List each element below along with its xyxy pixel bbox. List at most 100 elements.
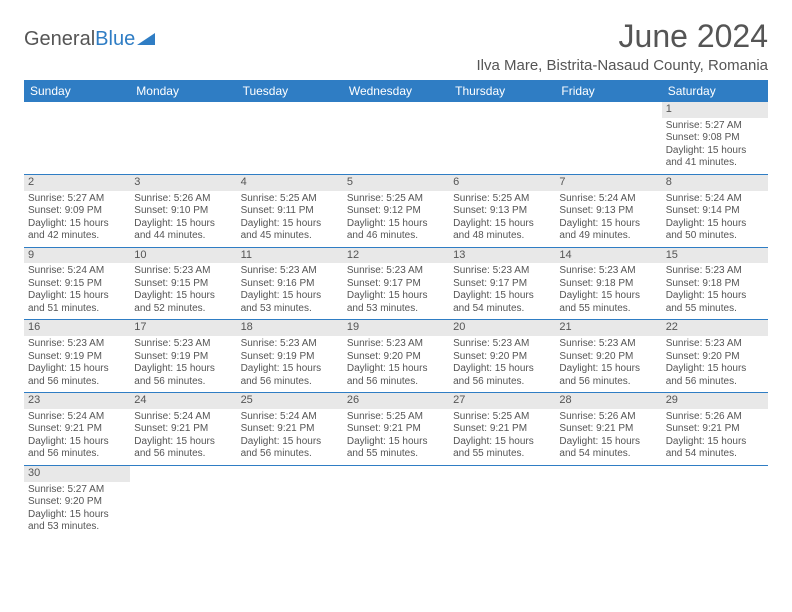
day-line-ss: Sunset: 9:21 PM	[134, 423, 232, 436]
day-cell	[343, 102, 449, 174]
day-number: 18	[237, 320, 343, 336]
day-cell	[555, 102, 661, 174]
day-cell: 27Sunrise: 5:25 AMSunset: 9:21 PMDayligh…	[449, 393, 555, 466]
day-line-sr: Sunrise: 5:23 AM	[28, 338, 126, 351]
day-line-d2: and 53 minutes.	[28, 521, 126, 534]
day-header: Sunday	[24, 80, 130, 102]
day-number: 12	[343, 248, 449, 264]
day-line-d2: and 54 minutes.	[453, 303, 551, 316]
day-line-sr: Sunrise: 5:25 AM	[347, 193, 445, 206]
day-line-d2: and 50 minutes.	[666, 230, 764, 243]
day-text: Sunrise: 5:23 AMSunset: 9:17 PMDaylight:…	[343, 263, 449, 319]
day-line-d1: Daylight: 15 hours	[559, 363, 657, 376]
day-line-sr: Sunrise: 5:23 AM	[134, 338, 232, 351]
day-line-d2: and 56 minutes.	[453, 376, 551, 389]
day-header: Monday	[130, 80, 236, 102]
day-line-ss: Sunset: 9:20 PM	[347, 351, 445, 364]
day-line-sr: Sunrise: 5:23 AM	[134, 265, 232, 278]
day-line-d2: and 56 minutes.	[347, 376, 445, 389]
day-line-d1: Daylight: 15 hours	[347, 436, 445, 449]
day-line-sr: Sunrise: 5:23 AM	[666, 338, 764, 351]
day-text: Sunrise: 5:24 AMSunset: 9:21 PMDaylight:…	[237, 409, 343, 465]
day-number: 7	[555, 175, 661, 191]
day-number: 22	[662, 320, 768, 336]
day-text: Sunrise: 5:24 AMSunset: 9:21 PMDaylight:…	[130, 409, 236, 465]
day-text: Sunrise: 5:23 AMSunset: 9:18 PMDaylight:…	[662, 263, 768, 319]
day-line-d2: and 42 minutes.	[28, 230, 126, 243]
week-row: 23Sunrise: 5:24 AMSunset: 9:21 PMDayligh…	[24, 393, 768, 466]
day-line-d1: Daylight: 15 hours	[134, 436, 232, 449]
day-number: 19	[343, 320, 449, 336]
day-text: Sunrise: 5:26 AMSunset: 9:21 PMDaylight:…	[662, 409, 768, 465]
day-line-d1: Daylight: 15 hours	[28, 436, 126, 449]
day-line-d1: Daylight: 15 hours	[666, 436, 764, 449]
day-text: Sunrise: 5:24 AMSunset: 9:14 PMDaylight:…	[662, 191, 768, 247]
day-line-d2: and 46 minutes.	[347, 230, 445, 243]
day-number: 9	[24, 248, 130, 264]
day-text: Sunrise: 5:27 AMSunset: 9:09 PMDaylight:…	[24, 191, 130, 247]
day-text: Sunrise: 5:24 AMSunset: 9:15 PMDaylight:…	[24, 263, 130, 319]
day-number: 26	[343, 393, 449, 409]
day-line-sr: Sunrise: 5:23 AM	[241, 338, 339, 351]
day-line-ss: Sunset: 9:20 PM	[559, 351, 657, 364]
day-cell	[449, 102, 555, 174]
day-text: Sunrise: 5:23 AMSunset: 9:15 PMDaylight:…	[130, 263, 236, 319]
day-text: Sunrise: 5:23 AMSunset: 9:20 PMDaylight:…	[343, 336, 449, 392]
day-cell: 6Sunrise: 5:25 AMSunset: 9:13 PMDaylight…	[449, 174, 555, 247]
week-row: 9Sunrise: 5:24 AMSunset: 9:15 PMDaylight…	[24, 247, 768, 320]
day-line-ss: Sunset: 9:19 PM	[134, 351, 232, 364]
day-line-ss: Sunset: 9:17 PM	[453, 278, 551, 291]
day-line-d1: Daylight: 15 hours	[453, 363, 551, 376]
day-line-d1: Daylight: 15 hours	[559, 218, 657, 231]
day-text: Sunrise: 5:27 AMSunset: 9:08 PMDaylight:…	[662, 118, 768, 174]
day-header-row: Sunday Monday Tuesday Wednesday Thursday…	[24, 80, 768, 102]
day-line-d2: and 55 minutes.	[347, 448, 445, 461]
day-line-ss: Sunset: 9:21 PM	[241, 423, 339, 436]
day-line-ss: Sunset: 9:11 PM	[241, 205, 339, 218]
day-line-d1: Daylight: 15 hours	[666, 145, 764, 158]
day-text: Sunrise: 5:25 AMSunset: 9:12 PMDaylight:…	[343, 191, 449, 247]
day-line-d1: Daylight: 15 hours	[559, 290, 657, 303]
header: GeneralBlue June 2024 Ilva Mare, Bistrit…	[24, 18, 768, 74]
day-line-ss: Sunset: 9:18 PM	[559, 278, 657, 291]
day-number: 17	[130, 320, 236, 336]
day-line-sr: Sunrise: 5:23 AM	[347, 265, 445, 278]
day-number: 30	[24, 466, 130, 482]
day-cell: 10Sunrise: 5:23 AMSunset: 9:15 PMDayligh…	[130, 247, 236, 320]
day-cell: 7Sunrise: 5:24 AMSunset: 9:13 PMDaylight…	[555, 174, 661, 247]
day-line-ss: Sunset: 9:20 PM	[453, 351, 551, 364]
day-cell: 20Sunrise: 5:23 AMSunset: 9:20 PMDayligh…	[449, 320, 555, 393]
day-cell: 24Sunrise: 5:24 AMSunset: 9:21 PMDayligh…	[130, 393, 236, 466]
day-number: 27	[449, 393, 555, 409]
day-line-d1: Daylight: 15 hours	[28, 363, 126, 376]
day-text: Sunrise: 5:23 AMSunset: 9:18 PMDaylight:…	[555, 263, 661, 319]
day-text: Sunrise: 5:23 AMSunset: 9:19 PMDaylight:…	[24, 336, 130, 392]
day-line-d2: and 48 minutes.	[453, 230, 551, 243]
week-row: 30Sunrise: 5:27 AMSunset: 9:20 PMDayligh…	[24, 465, 768, 537]
day-line-ss: Sunset: 9:14 PM	[666, 205, 764, 218]
day-cell: 18Sunrise: 5:23 AMSunset: 9:19 PMDayligh…	[237, 320, 343, 393]
day-cell: 16Sunrise: 5:23 AMSunset: 9:19 PMDayligh…	[24, 320, 130, 393]
day-line-d1: Daylight: 15 hours	[28, 290, 126, 303]
day-line-ss: Sunset: 9:13 PM	[559, 205, 657, 218]
day-cell	[130, 465, 236, 537]
day-line-ss: Sunset: 9:21 PM	[28, 423, 126, 436]
day-line-sr: Sunrise: 5:24 AM	[28, 411, 126, 424]
day-line-sr: Sunrise: 5:24 AM	[241, 411, 339, 424]
day-number: 21	[555, 320, 661, 336]
day-number: 28	[555, 393, 661, 409]
logo: GeneralBlue	[24, 28, 155, 51]
day-cell: 11Sunrise: 5:23 AMSunset: 9:16 PMDayligh…	[237, 247, 343, 320]
day-number: 4	[237, 175, 343, 191]
day-line-sr: Sunrise: 5:25 AM	[453, 411, 551, 424]
day-line-d1: Daylight: 15 hours	[347, 218, 445, 231]
day-line-d2: and 55 minutes.	[666, 303, 764, 316]
day-line-d1: Daylight: 15 hours	[453, 436, 551, 449]
day-line-sr: Sunrise: 5:25 AM	[453, 193, 551, 206]
day-cell: 22Sunrise: 5:23 AMSunset: 9:20 PMDayligh…	[662, 320, 768, 393]
day-line-d2: and 56 minutes.	[28, 448, 126, 461]
day-cell: 26Sunrise: 5:25 AMSunset: 9:21 PMDayligh…	[343, 393, 449, 466]
day-line-ss: Sunset: 9:21 PM	[666, 423, 764, 436]
day-line-ss: Sunset: 9:20 PM	[28, 496, 126, 509]
day-line-d1: Daylight: 15 hours	[347, 363, 445, 376]
